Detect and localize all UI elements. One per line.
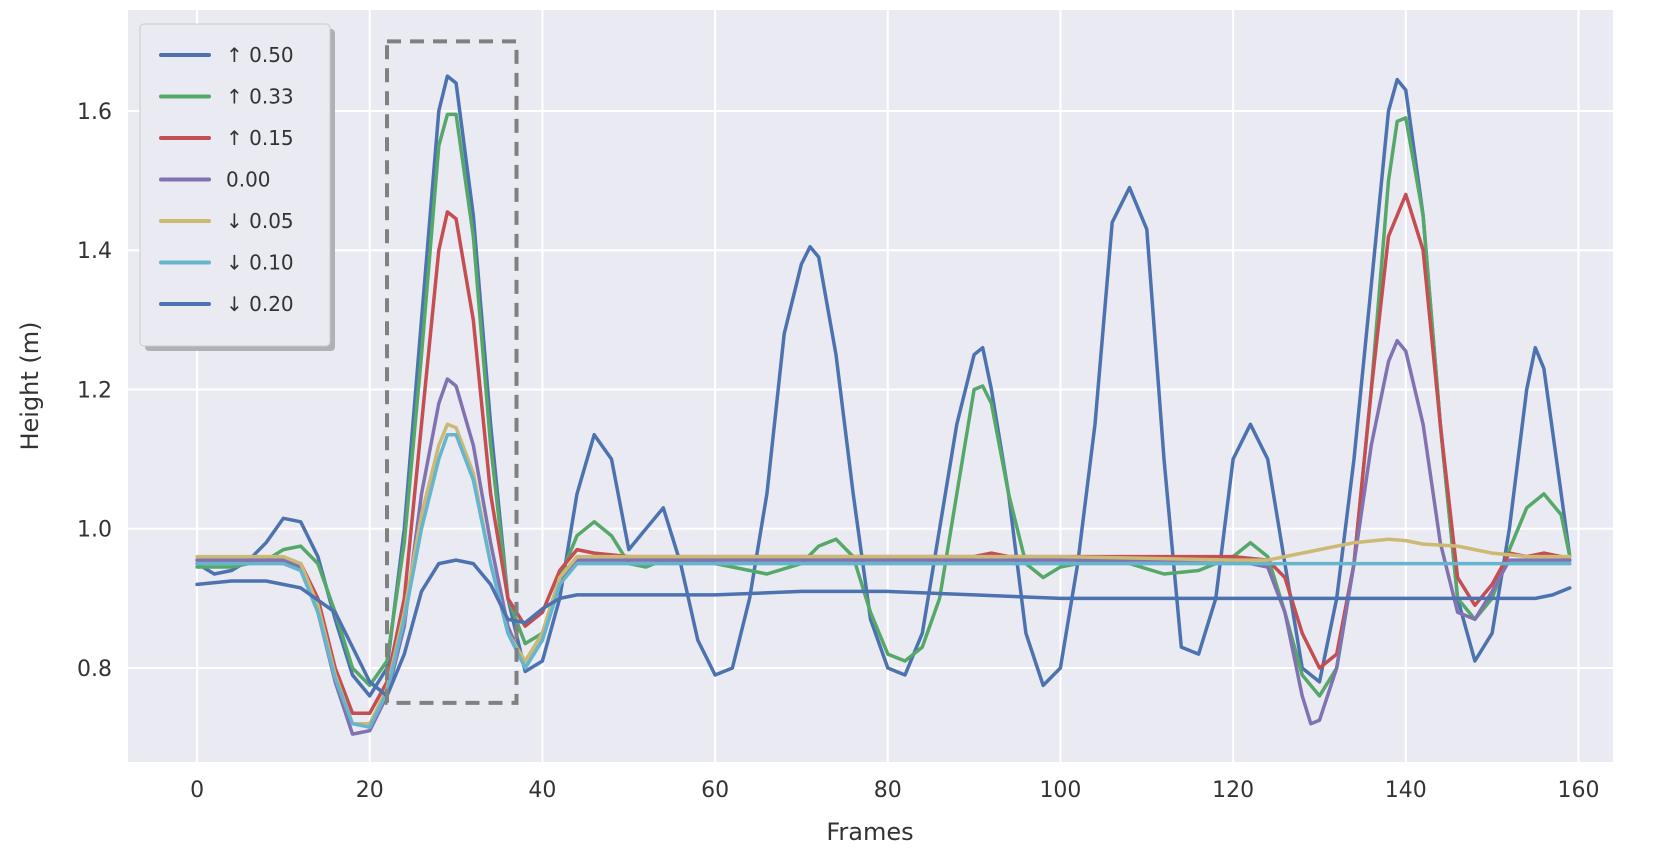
x-tick-label: 40 bbox=[528, 778, 556, 803]
legend-label-3: ↑ 0.15 bbox=[226, 126, 294, 150]
legend-label-2: ↑ 0.33 bbox=[226, 85, 294, 109]
legend-box bbox=[139, 23, 331, 347]
plot-background bbox=[128, 10, 1613, 762]
x-tick-label: 80 bbox=[874, 778, 902, 803]
x-tick-label: 120 bbox=[1212, 778, 1254, 803]
legend-label-1: ↑ 0.50 bbox=[226, 43, 294, 67]
series-line-1 bbox=[195, 74, 1572, 698]
y-tick-label: 1.6 bbox=[77, 100, 112, 125]
y-tick-label: 1.2 bbox=[77, 378, 112, 403]
series-line-2 bbox=[195, 112, 1572, 698]
x-tick-label: 60 bbox=[701, 778, 729, 803]
x-tick-label: 100 bbox=[1039, 778, 1081, 803]
y-tick-label: 1.4 bbox=[77, 239, 112, 264]
legend-label-7: ↓ 0.20 bbox=[226, 292, 294, 316]
legend-label-5: ↓ 0.05 bbox=[226, 209, 294, 233]
x-tick-label: 20 bbox=[356, 778, 384, 803]
series-line-4 bbox=[195, 338, 1572, 736]
series-lines bbox=[195, 74, 1572, 736]
x-tick-labels: 0 20 40 60 80 100 120 140 160 bbox=[190, 778, 1599, 803]
legend: ↑ 0.50 ↑ 0.33 ↑ 0.15 0.00 ↓ 0.05 ↓ 0.10 ↓ 0.20 bbox=[139, 23, 335, 351]
x-tick-label: 160 bbox=[1557, 778, 1599, 803]
x-tick-label: 0 bbox=[190, 778, 204, 803]
y-tick-label: 1.0 bbox=[77, 518, 112, 543]
legend-label-4: 0.00 bbox=[226, 168, 271, 192]
legend-label-6: ↓ 0.10 bbox=[226, 251, 294, 275]
series-line-6 bbox=[195, 432, 1572, 729]
highlight-box bbox=[385, 39, 519, 705]
y-tick-label: 0.8 bbox=[77, 657, 112, 682]
y-tick-labels: 0.8 1.0 1.2 1.4 1.6 bbox=[77, 100, 112, 682]
legend-items: ↑ 0.50 ↑ 0.33 ↑ 0.15 0.00 ↓ 0.05 ↓ 0.10 ↓ 0.20 bbox=[159, 43, 294, 316]
x-axis-title: Frames bbox=[826, 818, 913, 846]
x-tick-label: 140 bbox=[1385, 778, 1427, 803]
series-line-7 bbox=[195, 558, 1572, 698]
y-axis-title: Height (m) bbox=[16, 321, 44, 450]
grid-lines bbox=[128, 10, 1613, 762]
